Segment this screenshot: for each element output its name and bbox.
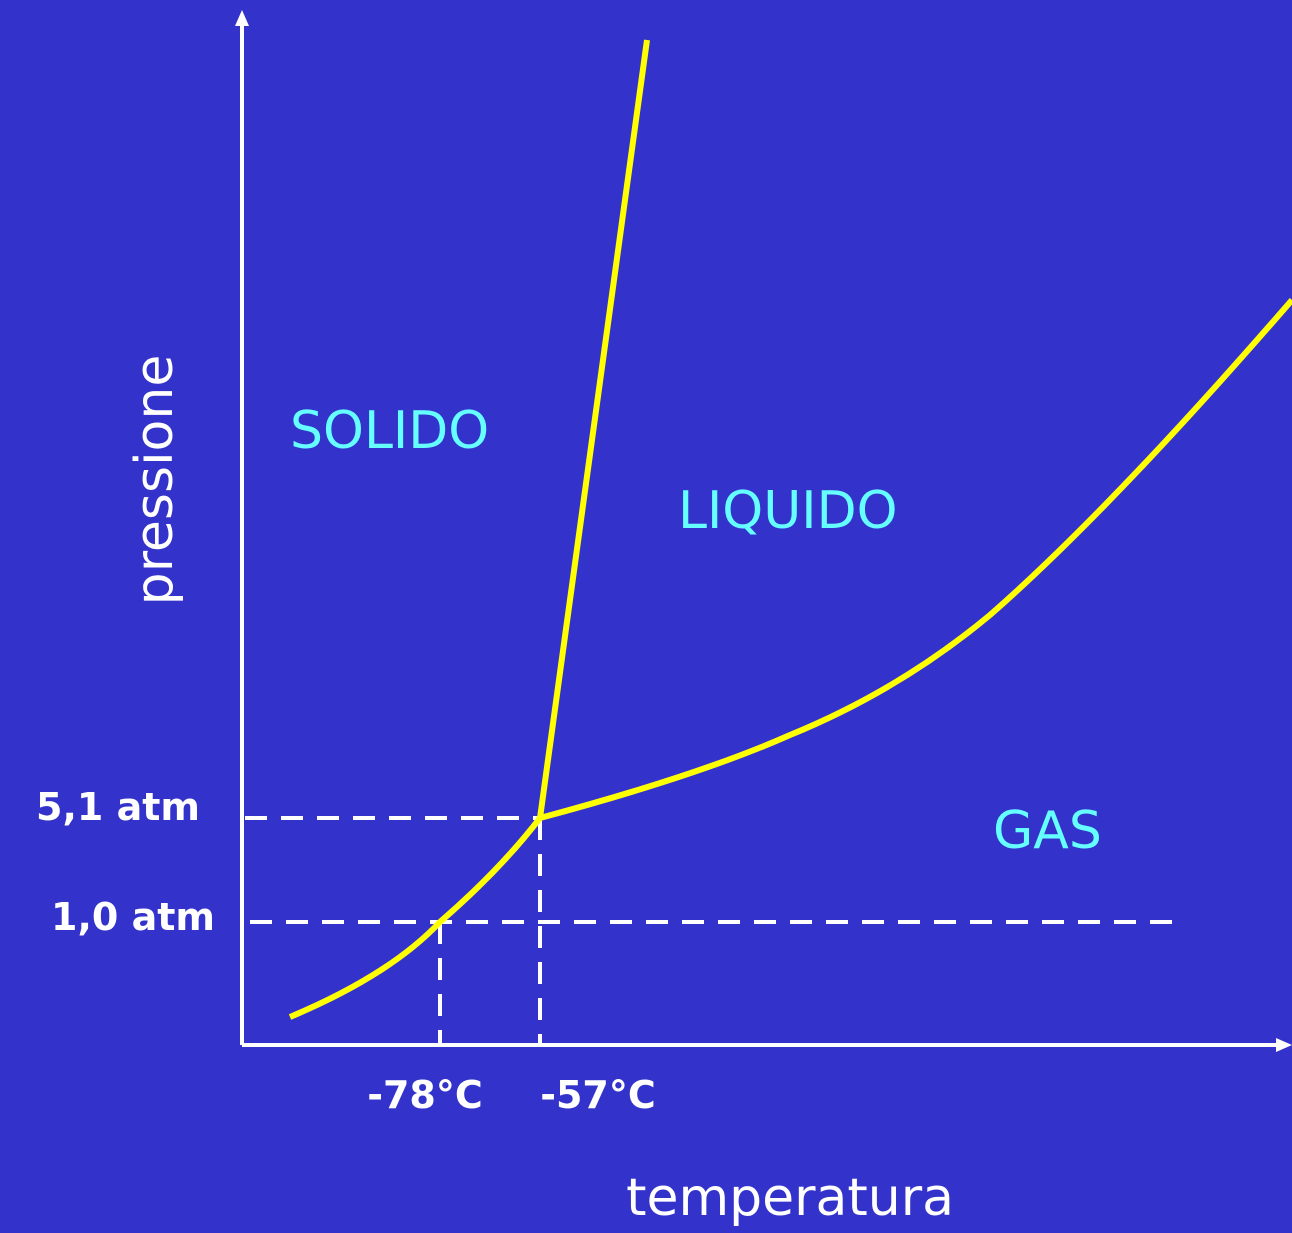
region-label: GAS <box>993 801 1102 861</box>
y-axis-label: pressione <box>125 355 185 606</box>
sublimation-curve <box>288 816 543 1020</box>
region-label: SOLIDO <box>290 401 489 461</box>
y-tick-label: 5,1 atm <box>36 785 200 829</box>
x-arrow <box>1276 1038 1292 1052</box>
region-label: LIQUIDO <box>678 481 898 541</box>
y-tick-label: 1,0 atm <box>51 895 215 939</box>
y-arrow <box>235 10 249 26</box>
vaporization-curve <box>539 298 1292 821</box>
x-axis-label: temperatura <box>626 1168 954 1228</box>
melting-curve <box>537 39 650 819</box>
guides <box>245 816 1185 1045</box>
phase-curves <box>288 39 1292 1020</box>
axes <box>240 20 1285 1047</box>
x-tick-label: -57°C <box>540 1073 656 1117</box>
x-tick-label: -78°C <box>367 1073 483 1117</box>
